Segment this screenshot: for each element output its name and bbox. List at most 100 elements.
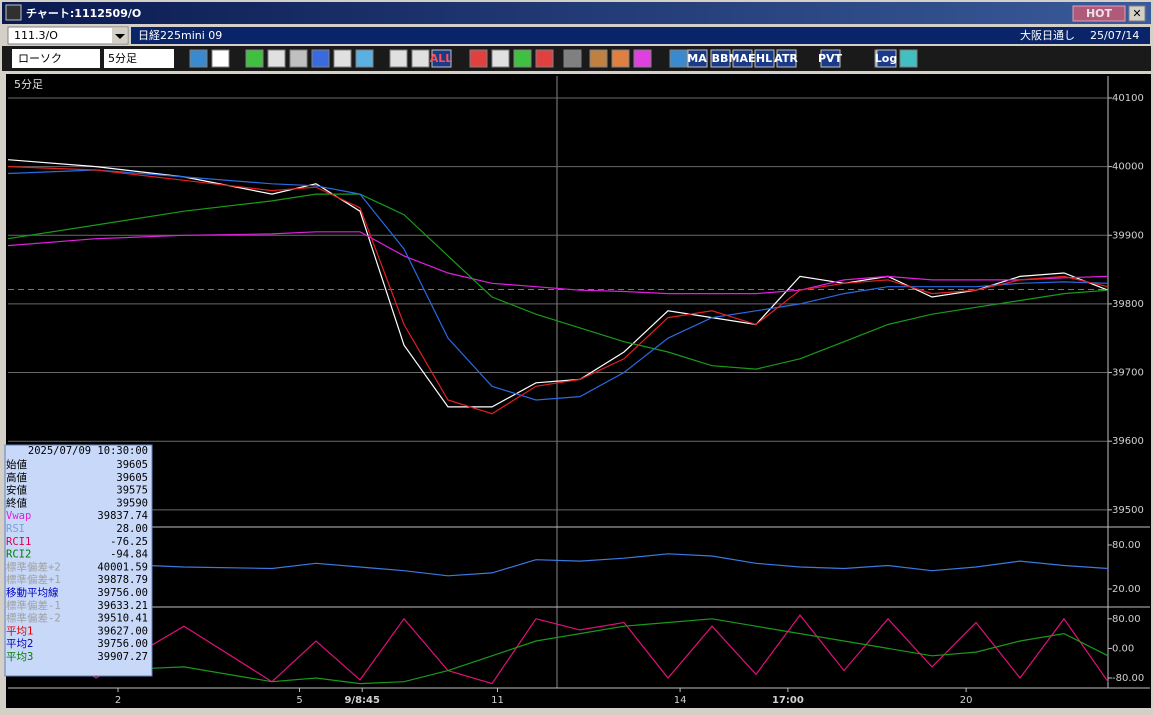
info-label: 標準偏差+2 [6,560,61,573]
info-value: 39590 [116,497,148,509]
series-line [7,166,1109,415]
toolbar-button-label[interactable]: BB [712,52,729,65]
toolbar-icon[interactable] [563,49,582,68]
chart-area [6,74,1151,708]
toolbar-button[interactable] [732,49,753,68]
series-line [7,618,1109,685]
toolbar-icon[interactable] [513,49,532,68]
info-value: 39756.00 [97,587,148,599]
info-label: 高値 [6,471,27,484]
toolbar-icon[interactable] [469,49,488,68]
chart-type-select[interactable] [12,49,100,68]
toolbar-icon[interactable] [633,49,652,68]
toolbar-button[interactable] [754,49,775,68]
toolbar-button-label[interactable]: PVT [818,52,843,65]
series-line [7,169,1109,401]
toolbar-button-label[interactable]: HL [756,52,772,65]
toolbar-button[interactable] [776,49,797,68]
x-tick-label: 2 [115,695,121,706]
instrument: 日経225mini 09 [138,29,222,42]
y-tick-label: 80.00 [1112,540,1141,551]
x-tick-label: 20 [960,695,973,706]
info-label: RCI2 [6,549,31,561]
y-tick-label: 20.00 [1112,584,1141,595]
info-value: 39837.74 [97,510,148,522]
toolbar-icon[interactable] [211,49,230,68]
info-label: 移動平均線 [6,586,59,599]
toolbar-icon[interactable] [669,49,688,68]
interval[interactable]: 5分足 [108,52,137,65]
info-value: 39605 [116,472,148,484]
y-tick-label: 39800 [1112,299,1144,310]
toolbar-button[interactable] [820,49,841,68]
info-rows: 始値 39605 高値 39605 安値 39575 終値 39590 Vwap 39837.74… [6,458,148,663]
info-value: 39878.79 [97,574,148,586]
toolbar-icon[interactable] [411,49,430,68]
info-value: -94.84 [110,549,148,561]
chart-type[interactable]: ローソク [18,52,62,65]
dropdown-arrow [115,34,125,39]
toolbar-button-label[interactable]: ATR [774,52,798,65]
toolbar-icon[interactable] [311,49,330,68]
series-line [7,553,1109,577]
toolbar-icon[interactable] [189,49,208,68]
toolbar-icon[interactable] [289,49,308,68]
toolbar-icon[interactable] [245,49,264,68]
info-label: RSI [6,523,25,535]
close-icon[interactable]: ✕ [1132,7,1141,20]
x-tick-label: 14 [674,695,687,706]
toolbar-icon[interactable] [355,49,374,68]
info-label: 平均2 [6,638,33,650]
info-value: 39756.00 [97,638,148,650]
toolbar-icon[interactable] [491,49,510,68]
info-label: 平均3 [6,651,33,663]
toolbar-button[interactable] [687,49,708,68]
info-label: 標準偏差-2 [6,612,61,625]
y-tick-label: 39600 [1112,436,1144,447]
toolbar-icon[interactable] [611,49,630,68]
hot-button[interactable] [1072,5,1126,22]
toolbar-buttons: ALL MA BB MAE HL ATR PVT Log [189,49,918,68]
info-panel [4,444,153,677]
info-label: Vwap [6,510,31,522]
x-tick-label: 5 [296,695,302,706]
toolbar-icon[interactable] [589,49,608,68]
toolbar-button-label[interactable]: MA [687,52,707,65]
toolbar-button[interactable] [710,49,731,68]
hot-label[interactable]: HOT [1086,7,1113,20]
window-title: チャート:1112509/O [26,7,141,20]
info-value: 28.00 [116,523,148,535]
interval-select[interactable] [104,49,174,68]
symbol[interactable]: 111.3/O [14,29,58,42]
header-bar [131,27,1150,44]
symbol-input[interactable] [7,26,129,45]
info-value: 39627.00 [97,625,148,637]
y-tick-label: 80.00 [1112,614,1141,625]
app-icon [5,4,22,21]
info-value: 40001.59 [97,561,148,573]
toolbar-icon[interactable] [267,49,286,68]
x-tick-label: 11 [491,695,504,706]
x-tick-label: 17:00 [772,695,804,706]
date: 25/07/14 [1090,29,1139,42]
toolbar-icon[interactable] [535,49,554,68]
toolbar-button[interactable] [431,49,452,68]
title-bar [2,2,1151,24]
toolbar-icon[interactable] [389,49,408,68]
toolbar-button-label[interactable]: MAE [729,52,756,65]
series-line [7,193,1109,370]
y-tick-label: -80.00 [1112,673,1144,684]
info-label: 標準偏差+1 [6,573,61,586]
toolbar-icon[interactable] [899,49,918,68]
info-value: 39605 [116,459,148,471]
toolbar-icon[interactable] [333,49,352,68]
info-label: 標準偏差-1 [6,599,61,612]
toolbar-button[interactable] [876,49,897,68]
y-tick-label: 39900 [1112,230,1144,241]
toolbar-button-label[interactable]: ALL [430,52,453,65]
close-button[interactable] [1128,5,1146,22]
toolbar-button-label[interactable]: Log [875,52,897,65]
info-value: 39575 [116,485,148,497]
